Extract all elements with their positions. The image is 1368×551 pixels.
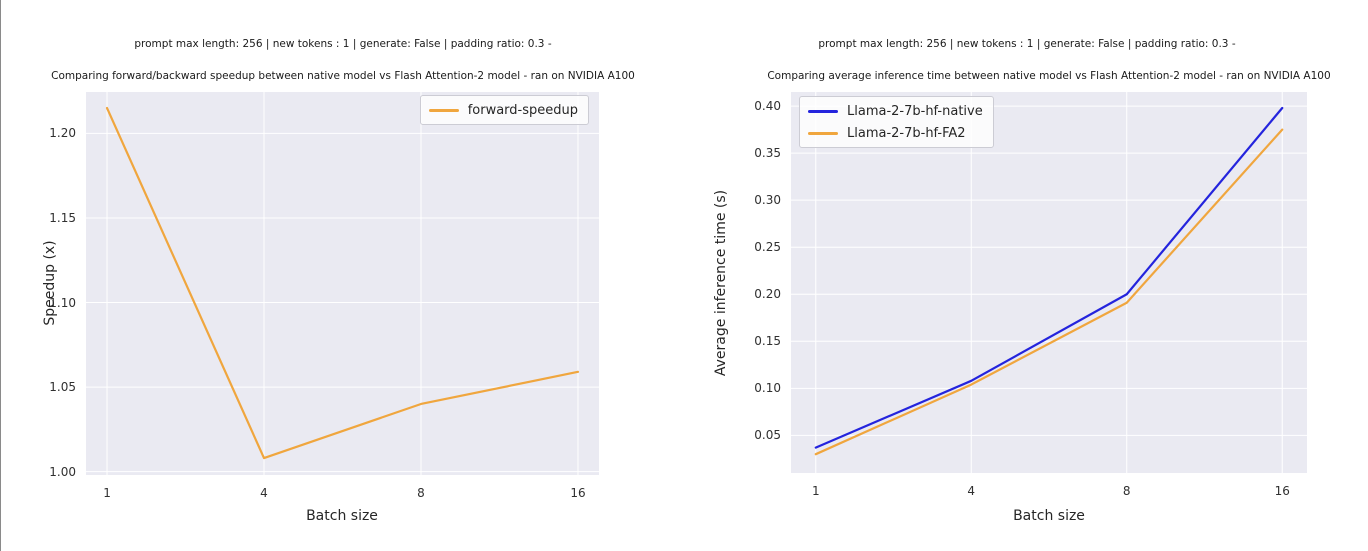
legend: forward-speedup (419, 95, 589, 125)
x-axis-label: Batch size (1013, 508, 1085, 524)
series-line-Llama-2-7b-hf-native (814, 106, 1284, 449)
y-tick-label: 0.35 (754, 146, 781, 161)
legend-entry: Llama-2-7b-hf-native (808, 101, 983, 121)
x-tick-label: 4 (967, 484, 976, 498)
figure-suptitle: prompt max length: 256 | new tokens : 1 … (818, 38, 1236, 50)
legend-label: Llama-2-7b-hf-native (847, 103, 983, 119)
y-tick-label: 0.40 (754, 99, 781, 114)
x-tick-label: 1 (811, 484, 820, 498)
legend-line-swatch (428, 108, 459, 112)
y-tick-label: 1.10 (49, 295, 76, 310)
y-tick-label: 1.05 (49, 380, 76, 395)
legend-label: Llama-2-7b-hf-FA2 (847, 125, 966, 141)
y-tick-label: 1.15 (49, 210, 76, 225)
plot-area (86, 92, 599, 475)
y-tick-label: 0.10 (754, 381, 781, 396)
x-tick-label: 8 (1122, 484, 1131, 498)
series-line-Llama-2-7b-hf-FA2 (814, 128, 1284, 456)
x-tick-label: 1 (103, 486, 111, 500)
plot-area (791, 92, 1307, 473)
chart-title: Comparing forward/backward speedup betwe… (51, 70, 635, 82)
plot-canvas (86, 92, 599, 475)
x-tick-label: 4 (260, 486, 268, 500)
x-axis-label: Batch size (306, 508, 378, 524)
y-tick-label: 0.25 (754, 240, 781, 255)
inference-time-chart: prompt max length: 256 | new tokens : 1 … (685, 0, 1368, 551)
y-tick-label: 0.15 (754, 334, 781, 349)
legend: Llama-2-7b-hf-native Llama-2-7b-hf-FA2 (799, 96, 994, 148)
y-tick-label: 0.05 (754, 428, 781, 443)
figure-suptitle: prompt max length: 256 | new tokens : 1 … (134, 38, 552, 50)
y-tick-label: 0.30 (754, 193, 781, 208)
legend-entry: forward-speedup (428, 100, 578, 120)
chart-title: Comparing average inference time between… (767, 70, 1331, 82)
x-tick-label: 16 (570, 486, 586, 500)
y-tick-label: 1.00 (49, 464, 76, 479)
legend-line-swatch (808, 109, 838, 113)
legend-label: forward-speedup (467, 102, 578, 118)
x-tick-label: 8 (417, 486, 425, 500)
speedup-chart: prompt max length: 256 | new tokens : 1 … (1, 0, 685, 551)
legend-entry: Llama-2-7b-hf-FA2 (808, 123, 983, 143)
y-tick-label: 1.20 (49, 126, 76, 141)
legend-line-swatch (808, 131, 838, 135)
y-tick-label: 0.20 (754, 287, 781, 302)
plot-canvas (791, 92, 1307, 473)
series-line-forward-speedup (105, 106, 580, 460)
x-tick-label: 16 (1274, 484, 1290, 498)
